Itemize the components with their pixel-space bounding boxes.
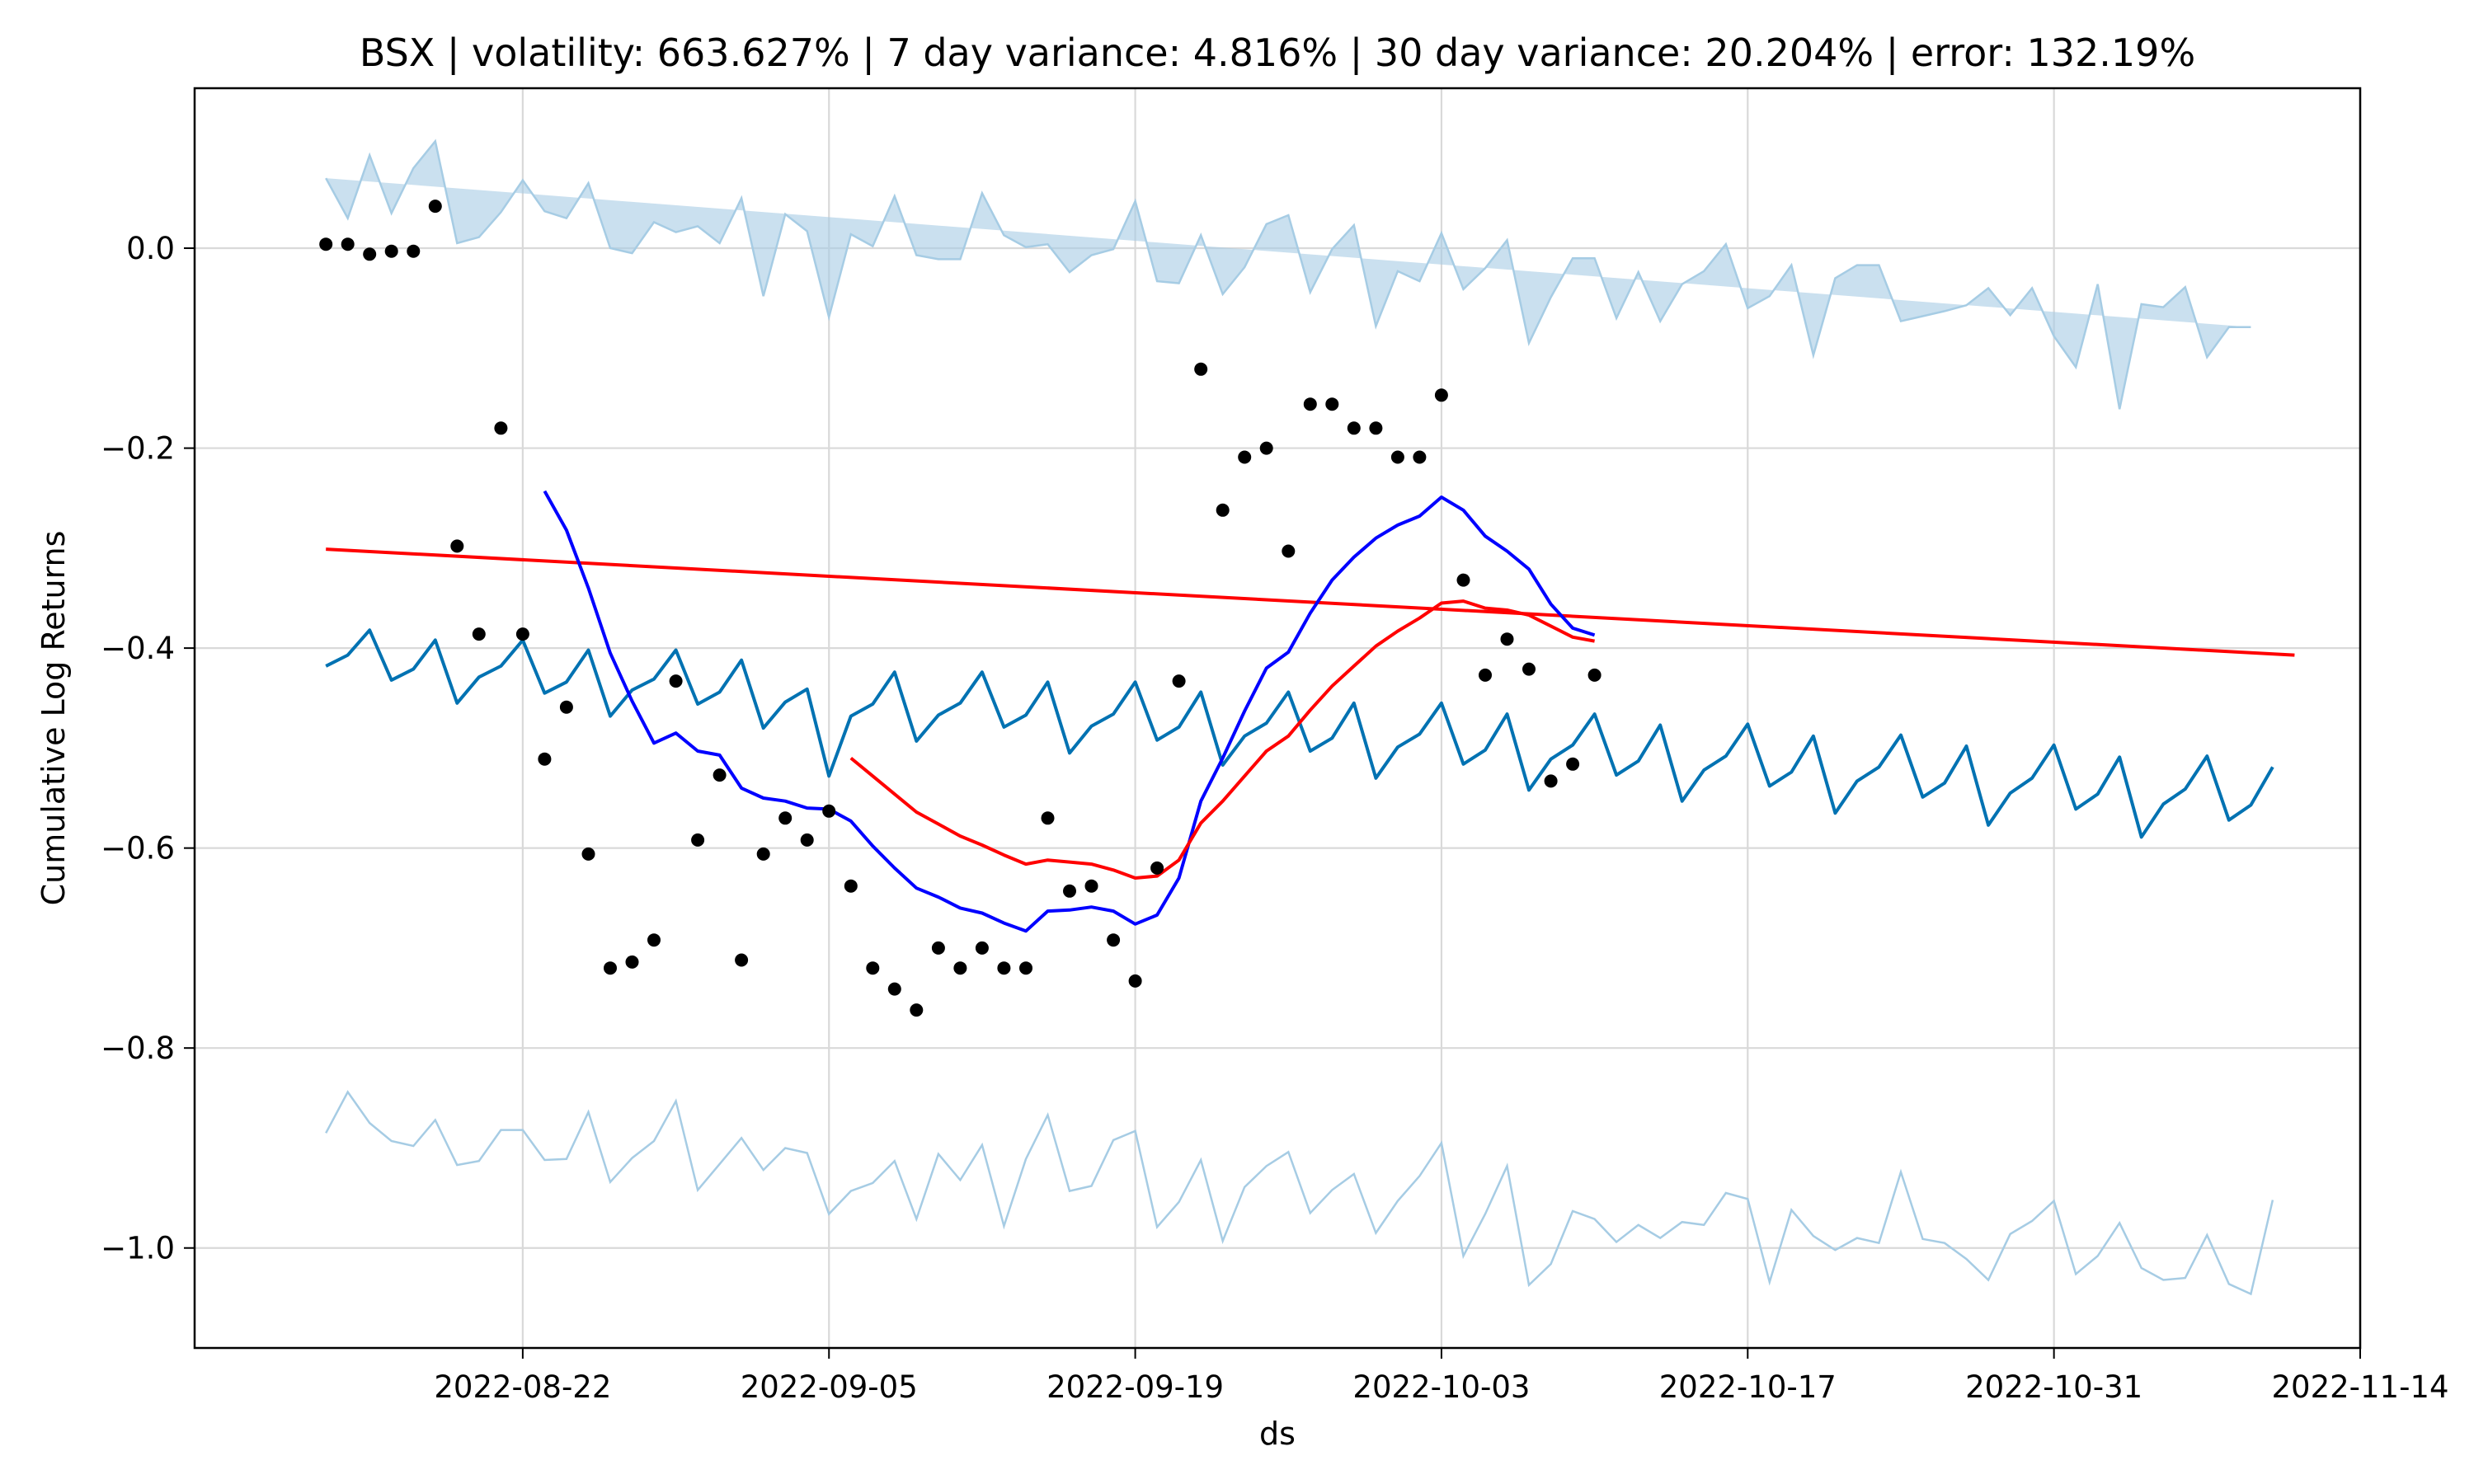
observed-point xyxy=(625,955,639,969)
observed-point xyxy=(1303,397,1317,411)
observed-point xyxy=(428,200,442,214)
y-tick-label: −0.6 xyxy=(101,831,175,866)
x-tick-label: 2022-08-22 xyxy=(434,1369,611,1405)
x-tick-label: 2022-09-05 xyxy=(741,1369,918,1405)
observed-points xyxy=(319,200,1602,1017)
x-tick-label: 2022-09-19 xyxy=(1047,1369,1224,1405)
observed-point xyxy=(735,953,749,967)
observed-point xyxy=(997,961,1011,975)
observed-point xyxy=(691,833,705,847)
observed-point xyxy=(1544,774,1558,788)
observed-point xyxy=(1063,884,1076,898)
uncertainty-fill xyxy=(326,141,2251,410)
x-tick-label: 2022-10-03 xyxy=(1352,1369,1530,1405)
observed-point xyxy=(669,674,683,688)
observed-point xyxy=(1522,662,1536,676)
observed-point xyxy=(1413,450,1427,464)
observed-point xyxy=(1456,573,1470,587)
observed-point xyxy=(887,982,901,996)
upper-bound-line xyxy=(325,139,2251,410)
observed-point xyxy=(604,961,617,975)
observed-point xyxy=(713,768,727,782)
y-tick-label: −0.4 xyxy=(101,631,175,666)
uncertainty-band xyxy=(325,139,2274,1296)
observed-point xyxy=(1390,450,1404,464)
observed-point xyxy=(363,247,377,261)
observed-point xyxy=(822,804,836,818)
observed-point xyxy=(647,933,661,947)
observed-point xyxy=(931,941,945,955)
observed-point xyxy=(1041,811,1055,825)
observed-point xyxy=(1194,362,1208,376)
long-moving-average-line xyxy=(849,599,1595,880)
y-tick-label: 0.0 xyxy=(126,231,175,266)
observed-point xyxy=(1216,503,1230,517)
observed-point xyxy=(778,811,793,825)
observed-point xyxy=(1587,668,1602,682)
trend-line xyxy=(326,547,2295,657)
observed-point xyxy=(844,879,858,893)
observed-point xyxy=(1019,961,1032,975)
observed-point xyxy=(1434,388,1448,402)
lower-bound-line xyxy=(325,1090,2274,1296)
observed-point xyxy=(341,237,355,251)
observed-point xyxy=(559,700,573,714)
x-axis-ticks: 2022-08-22 2022-09-05 2022-09-19 2022-10-03… xyxy=(434,1348,2449,1405)
chart-title: BSX | volatility: 663.627% | 7 day varia… xyxy=(360,31,2195,76)
observed-point xyxy=(1128,974,1142,988)
observed-point xyxy=(866,961,880,975)
observed-point xyxy=(581,847,595,861)
observed-point xyxy=(1369,421,1383,435)
observed-point xyxy=(538,752,552,766)
observed-point xyxy=(1172,674,1186,688)
observed-point xyxy=(1282,544,1296,558)
observed-point xyxy=(1347,421,1361,435)
observed-point xyxy=(1150,861,1164,875)
observed-point xyxy=(1107,933,1121,947)
x-tick-label: 2022-10-17 xyxy=(1659,1369,1837,1405)
observed-point xyxy=(910,1003,924,1017)
observed-point xyxy=(384,244,398,258)
observed-point xyxy=(1259,441,1273,455)
observed-point xyxy=(953,961,967,975)
observed-point xyxy=(1500,632,1514,646)
observed-point xyxy=(407,244,421,258)
observed-point xyxy=(450,539,464,553)
observed-point xyxy=(515,627,529,641)
y-axis-label: Cumulative Log Returns xyxy=(35,531,72,906)
y-tick-label: −0.8 xyxy=(101,1031,175,1066)
observed-point xyxy=(800,833,814,847)
grid-lines xyxy=(195,88,2362,1348)
observed-point xyxy=(756,847,770,861)
plot-frame xyxy=(193,87,2362,1350)
observed-point xyxy=(319,237,333,251)
x-tick-label: 2022-11-14 xyxy=(2271,1369,2448,1405)
x-axis-label: ds xyxy=(1259,1416,1296,1452)
observed-point xyxy=(975,941,989,955)
y-tick-label: −0.2 xyxy=(101,431,175,467)
observed-point xyxy=(494,421,508,435)
x-tick-label: 2022-10-31 xyxy=(1965,1369,2142,1405)
series-lines xyxy=(325,490,2295,933)
observed-point xyxy=(1084,879,1098,893)
observed-point xyxy=(472,627,486,641)
observed-point xyxy=(1566,757,1580,771)
observed-point xyxy=(1325,397,1339,411)
y-tick-label: −1.0 xyxy=(101,1231,175,1266)
observed-point xyxy=(1479,668,1492,682)
observed-point xyxy=(1238,450,1252,464)
short-moving-average-line xyxy=(543,490,1596,933)
y-axis-ticks: 0.0 −0.2 −0.4 −0.6 −0.8 −1.0 xyxy=(101,231,195,1266)
